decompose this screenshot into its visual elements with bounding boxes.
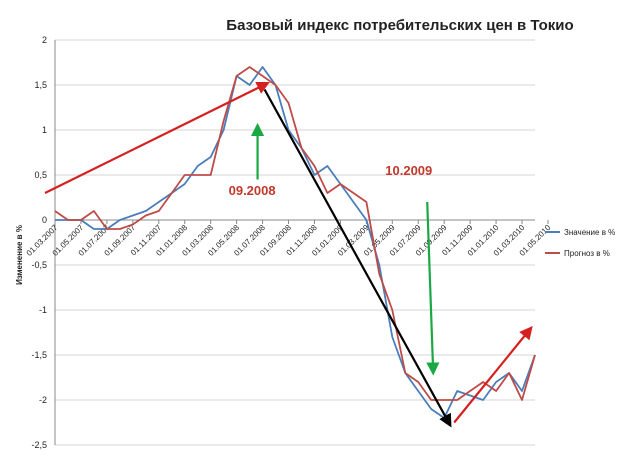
- y-tick-label: -2,5: [31, 440, 47, 450]
- y-tick-label: 1,5: [34, 80, 47, 90]
- chart-title: Базовый индекс потребительских цен в Ток…: [226, 17, 573, 34]
- trend-up-arrow: [44, 81, 270, 194]
- y-tick-label: 0: [42, 215, 47, 225]
- y-axis-label: Изменение в %: [15, 225, 24, 285]
- annotations: 09.2008 10.2009: [229, 163, 433, 198]
- series-line-1: [55, 66, 536, 419]
- legend-label-1: Значение в %: [564, 228, 615, 237]
- recovery-arrow: [453, 325, 533, 424]
- x-axis-ticks: 01.03.200701.05.200701.07.200701.09.2007…: [25, 223, 553, 258]
- annotation-10-2009: 10.2009: [385, 163, 432, 178]
- y-tick-label: 0,5: [34, 170, 47, 180]
- y-tick-label: -0,5: [31, 260, 47, 270]
- fall-arrow: [263, 88, 452, 428]
- y-tick-label: -2: [39, 395, 47, 405]
- annotation-arrows: [44, 81, 533, 428]
- y-tick-label: 2: [42, 35, 47, 45]
- legend-label-2: Прогноз в %: [564, 249, 610, 258]
- series-line-2: [54, 66, 536, 401]
- series-lines: [54, 66, 536, 419]
- marker-arrow-10-2009: [426, 201, 440, 376]
- axes: [54, 40, 549, 445]
- annotation-09-2008: 09.2008: [229, 183, 276, 198]
- y-tick-label: -1,5: [31, 350, 47, 360]
- y-tick-label: 1: [42, 125, 47, 135]
- y-tick-label: -1: [39, 305, 47, 315]
- y-axis-ticks: 2 1,5 1 0,5 0 -0,5 -1 -1,5 -2 -2,5: [31, 35, 47, 450]
- legend: Значение в % Прогноз в %: [545, 228, 615, 258]
